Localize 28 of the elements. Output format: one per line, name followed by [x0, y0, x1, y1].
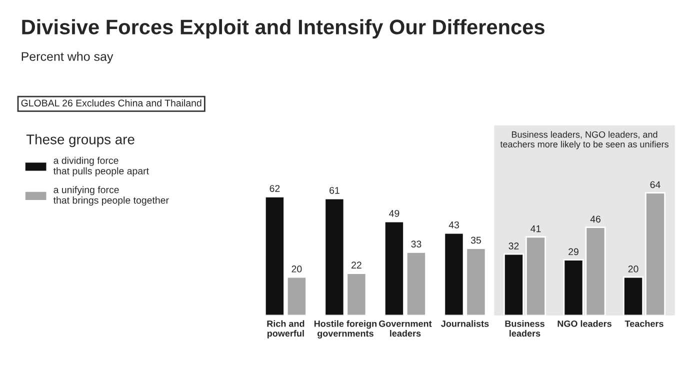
- data-label: 32: [508, 242, 519, 250]
- data-label: 64: [650, 181, 660, 188]
- band-label: Business leaders, NGO leaders, and teachers more likely to be seen as unifiers: [500, 131, 668, 150]
- x-tick-label: Government leaders: [379, 320, 432, 337]
- x-tick-label: Rich and powerful: [267, 320, 304, 338]
- data-label: 41: [530, 225, 541, 232]
- chart-title: Divisive Forces Exploit and Intensify Our Differences: [22, 19, 544, 39]
- x-tick-label: Teachers: [624, 320, 664, 327]
- x-tick-label: Business leaders: [505, 320, 544, 337]
- legend-title: These groups are: [26, 134, 134, 148]
- legend-label: a dividing force that pulls people apart: [53, 156, 149, 176]
- data-label: 29: [568, 248, 578, 256]
- legend-label: a unifying force that brings people together: [53, 186, 169, 206]
- data-label: 46: [590, 216, 600, 223]
- data-label: 35: [470, 236, 481, 244]
- data-label: 22: [352, 262, 362, 268]
- x-tick-label: Journalists: [441, 320, 489, 327]
- data-label: 43: [448, 221, 459, 228]
- x-tick-label: Hostile foreign governments: [314, 320, 376, 338]
- text: GLOBAL 26 Excludes China and Thailand: [21, 99, 202, 106]
- data-label: 20: [628, 266, 638, 272]
- data-label: 20: [292, 266, 302, 272]
- text: Percent who say: [22, 52, 114, 64]
- data-label: 62: [270, 185, 280, 192]
- data-label: 49: [389, 210, 400, 217]
- data-label: 33: [411, 240, 422, 248]
- data-label: 61: [330, 186, 340, 194]
- x-tick-label: NGO leaders: [558, 320, 612, 327]
